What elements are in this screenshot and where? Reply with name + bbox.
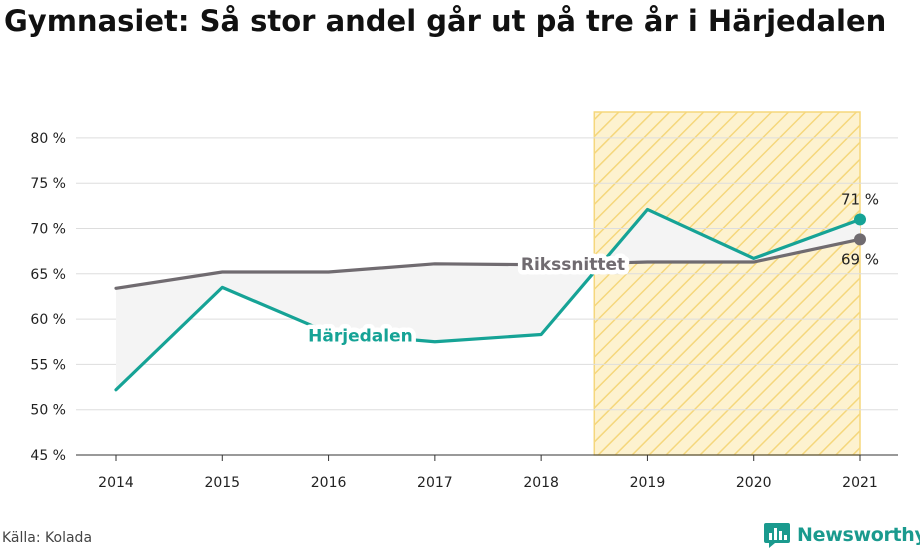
end-value-riks: 69 % <box>841 250 879 268</box>
y-tick-label: 60 % <box>30 312 66 328</box>
brand-name: Newsworthy <box>797 524 920 546</box>
end-dot-riks <box>854 233 866 246</box>
x-tick-label: 2016 <box>311 475 347 491</box>
newsworthy-logo: Newsworthy <box>763 520 920 550</box>
series-label-harjedalen: Härjedalen <box>308 326 413 346</box>
chart-bubble-icon <box>764 523 790 548</box>
chart-title: Gymnasiet: Så stor andel går ut på tre å… <box>4 4 887 38</box>
series-label-riks: Rikssnittet <box>521 255 625 275</box>
difference-band <box>116 209 860 390</box>
y-tick-label: 75 % <box>30 176 66 192</box>
x-tick-label: 2021 <box>842 475 878 491</box>
highlight-period <box>593 111 861 456</box>
line-chart: 45 % 50 % 55 % 60 % 65 % 70 % 75 % 80 % 2014 2015… <box>30 111 898 491</box>
y-tick-label: 70 % <box>30 222 66 238</box>
y-tick-label: 55 % <box>30 357 66 373</box>
line-harjedalen <box>114 207 862 392</box>
x-tick-label: 2014 <box>98 475 134 491</box>
line-riks <box>114 237 862 290</box>
source-note: Källa: Kolada <box>2 530 93 546</box>
y-tick-label: 80 % <box>30 131 66 147</box>
end-value-harjedalen: 71 % <box>841 190 879 208</box>
y-tick-label: 65 % <box>30 267 66 283</box>
x-tick-label: 2015 <box>204 475 240 491</box>
x-tick-label: 2019 <box>630 475 666 491</box>
y-tick-label: 45 % <box>30 448 66 464</box>
end-dot-harjedalen <box>854 213 866 226</box>
x-tick-label: 2018 <box>523 475 559 491</box>
y-tick-label: 50 % <box>30 403 66 419</box>
x-tick-label: 2017 <box>417 475 453 491</box>
x-tick-label: 2020 <box>736 475 772 491</box>
